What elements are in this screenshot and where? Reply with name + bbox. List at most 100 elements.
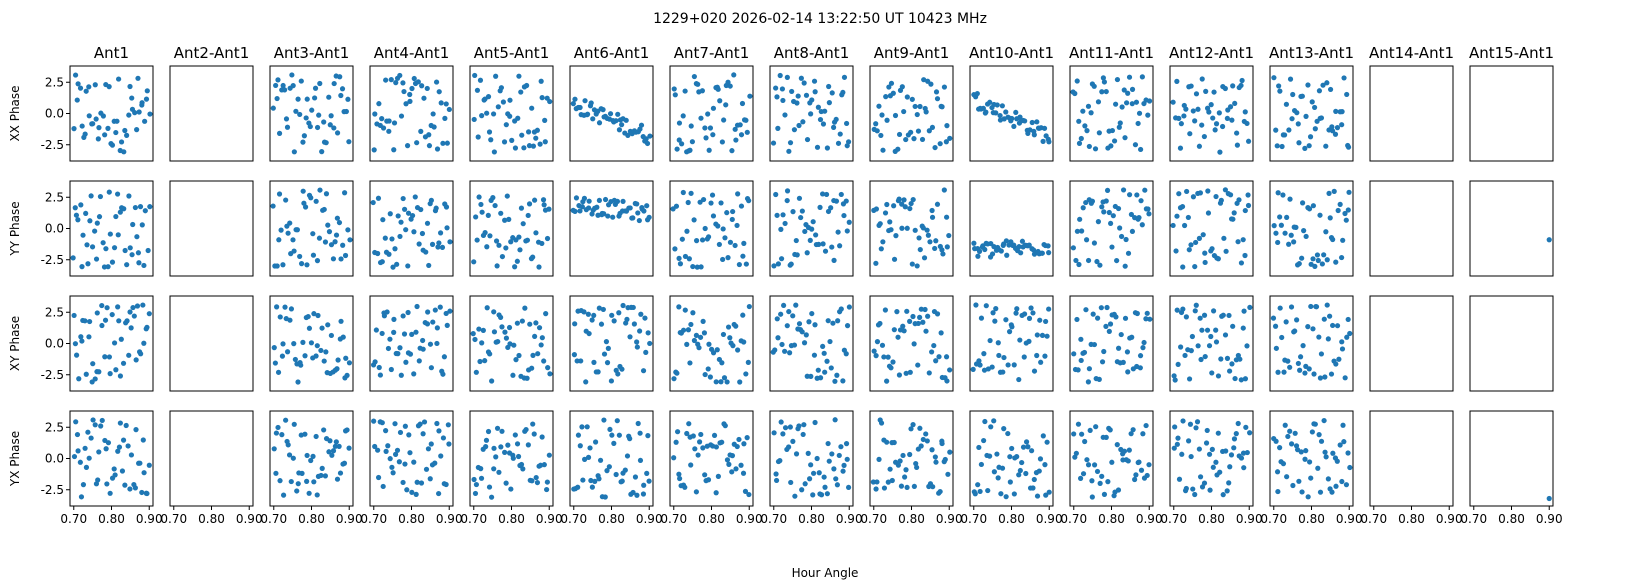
data-point — [1296, 261, 1302, 267]
data-point — [1124, 349, 1131, 355]
data-point — [306, 325, 313, 331]
data-point — [121, 206, 127, 212]
data-point — [881, 485, 888, 491]
x-tick-label: 0.90 — [836, 512, 863, 526]
data-point — [684, 228, 690, 234]
data-point — [1019, 459, 1025, 466]
data-point — [1315, 465, 1321, 471]
data-point — [844, 228, 850, 234]
data-point — [1208, 333, 1214, 340]
data-point — [533, 320, 539, 326]
data-point — [895, 146, 901, 152]
data-point — [1016, 472, 1022, 478]
data-point — [985, 487, 991, 494]
data-point — [495, 338, 501, 345]
data-point — [507, 97, 513, 103]
data-point — [1294, 317, 1300, 323]
data-point — [698, 115, 704, 121]
data-point — [1241, 308, 1247, 314]
data-point — [338, 256, 344, 262]
data-point — [117, 209, 123, 215]
data-point — [83, 371, 89, 377]
data-point — [798, 214, 804, 221]
data-point — [1306, 459, 1313, 465]
data-point — [1195, 343, 1201, 349]
data-point — [944, 244, 950, 250]
data-point — [1239, 77, 1245, 84]
data-point — [499, 253, 506, 260]
data-point — [1128, 211, 1134, 218]
data-point — [812, 89, 818, 95]
data-point — [843, 441, 850, 447]
data-point — [334, 366, 340, 372]
data-point — [1346, 189, 1352, 195]
data-point — [328, 113, 334, 119]
data-point — [1324, 302, 1330, 308]
data-point — [402, 461, 408, 467]
data-point — [390, 470, 396, 476]
data-point — [1193, 91, 1200, 97]
data-point — [1306, 206, 1313, 212]
data-point — [800, 431, 806, 438]
data-point — [682, 484, 688, 490]
data-point — [446, 106, 452, 113]
data-point — [884, 378, 890, 384]
data-point — [676, 255, 682, 261]
data-point — [1177, 145, 1184, 151]
data-point — [1307, 134, 1314, 140]
data-point — [516, 234, 522, 240]
data-point — [383, 77, 389, 83]
data-point — [1242, 252, 1248, 259]
data-point — [836, 452, 842, 459]
data-point — [444, 322, 450, 328]
data-point — [730, 343, 736, 349]
data-point — [929, 207, 935, 214]
data-point — [302, 204, 309, 210]
data-point — [1209, 446, 1215, 452]
data-point — [573, 195, 580, 201]
panel-frame — [1469, 65, 1554, 162]
data-point — [1275, 190, 1281, 196]
data-point — [287, 317, 293, 323]
data-point — [627, 334, 633, 340]
data-point — [514, 258, 520, 264]
data-point — [729, 148, 735, 154]
data-point — [385, 443, 391, 449]
data-point — [1345, 316, 1351, 323]
data-point — [596, 197, 602, 204]
data-point — [125, 443, 131, 449]
figure-title: 1229+020 2026-02-14 13:22:50 UT 10423 MH… — [653, 11, 987, 27]
data-point — [982, 246, 988, 253]
data-point — [493, 454, 499, 460]
x-tick-label: 0.90 — [1036, 512, 1063, 526]
data-point — [443, 481, 449, 488]
data-point — [491, 445, 497, 451]
x-tick-label: 0.70 — [560, 512, 587, 526]
data-point — [140, 302, 146, 308]
data-point — [887, 466, 893, 472]
column-title: Ant7-Ant1 — [674, 44, 749, 62]
data-point — [937, 488, 943, 495]
data-point — [306, 490, 312, 496]
data-point — [1040, 138, 1046, 144]
data-point — [539, 95, 545, 101]
data-point — [1318, 115, 1325, 121]
panel-frame — [169, 295, 254, 392]
data-point — [280, 82, 286, 89]
data-point — [924, 227, 930, 233]
data-point — [925, 232, 931, 238]
panel-frame — [1069, 410, 1154, 507]
data-point — [433, 205, 439, 211]
data-point — [472, 336, 478, 343]
data-point — [614, 198, 621, 205]
data-point — [441, 354, 447, 360]
data-point — [1315, 257, 1321, 264]
data-point — [409, 489, 415, 495]
data-point — [820, 241, 826, 247]
data-point — [1197, 190, 1204, 196]
data-point — [342, 190, 348, 196]
data-point — [1090, 311, 1096, 317]
data-point — [643, 136, 649, 142]
data-point — [671, 455, 677, 461]
data-point — [747, 93, 753, 99]
